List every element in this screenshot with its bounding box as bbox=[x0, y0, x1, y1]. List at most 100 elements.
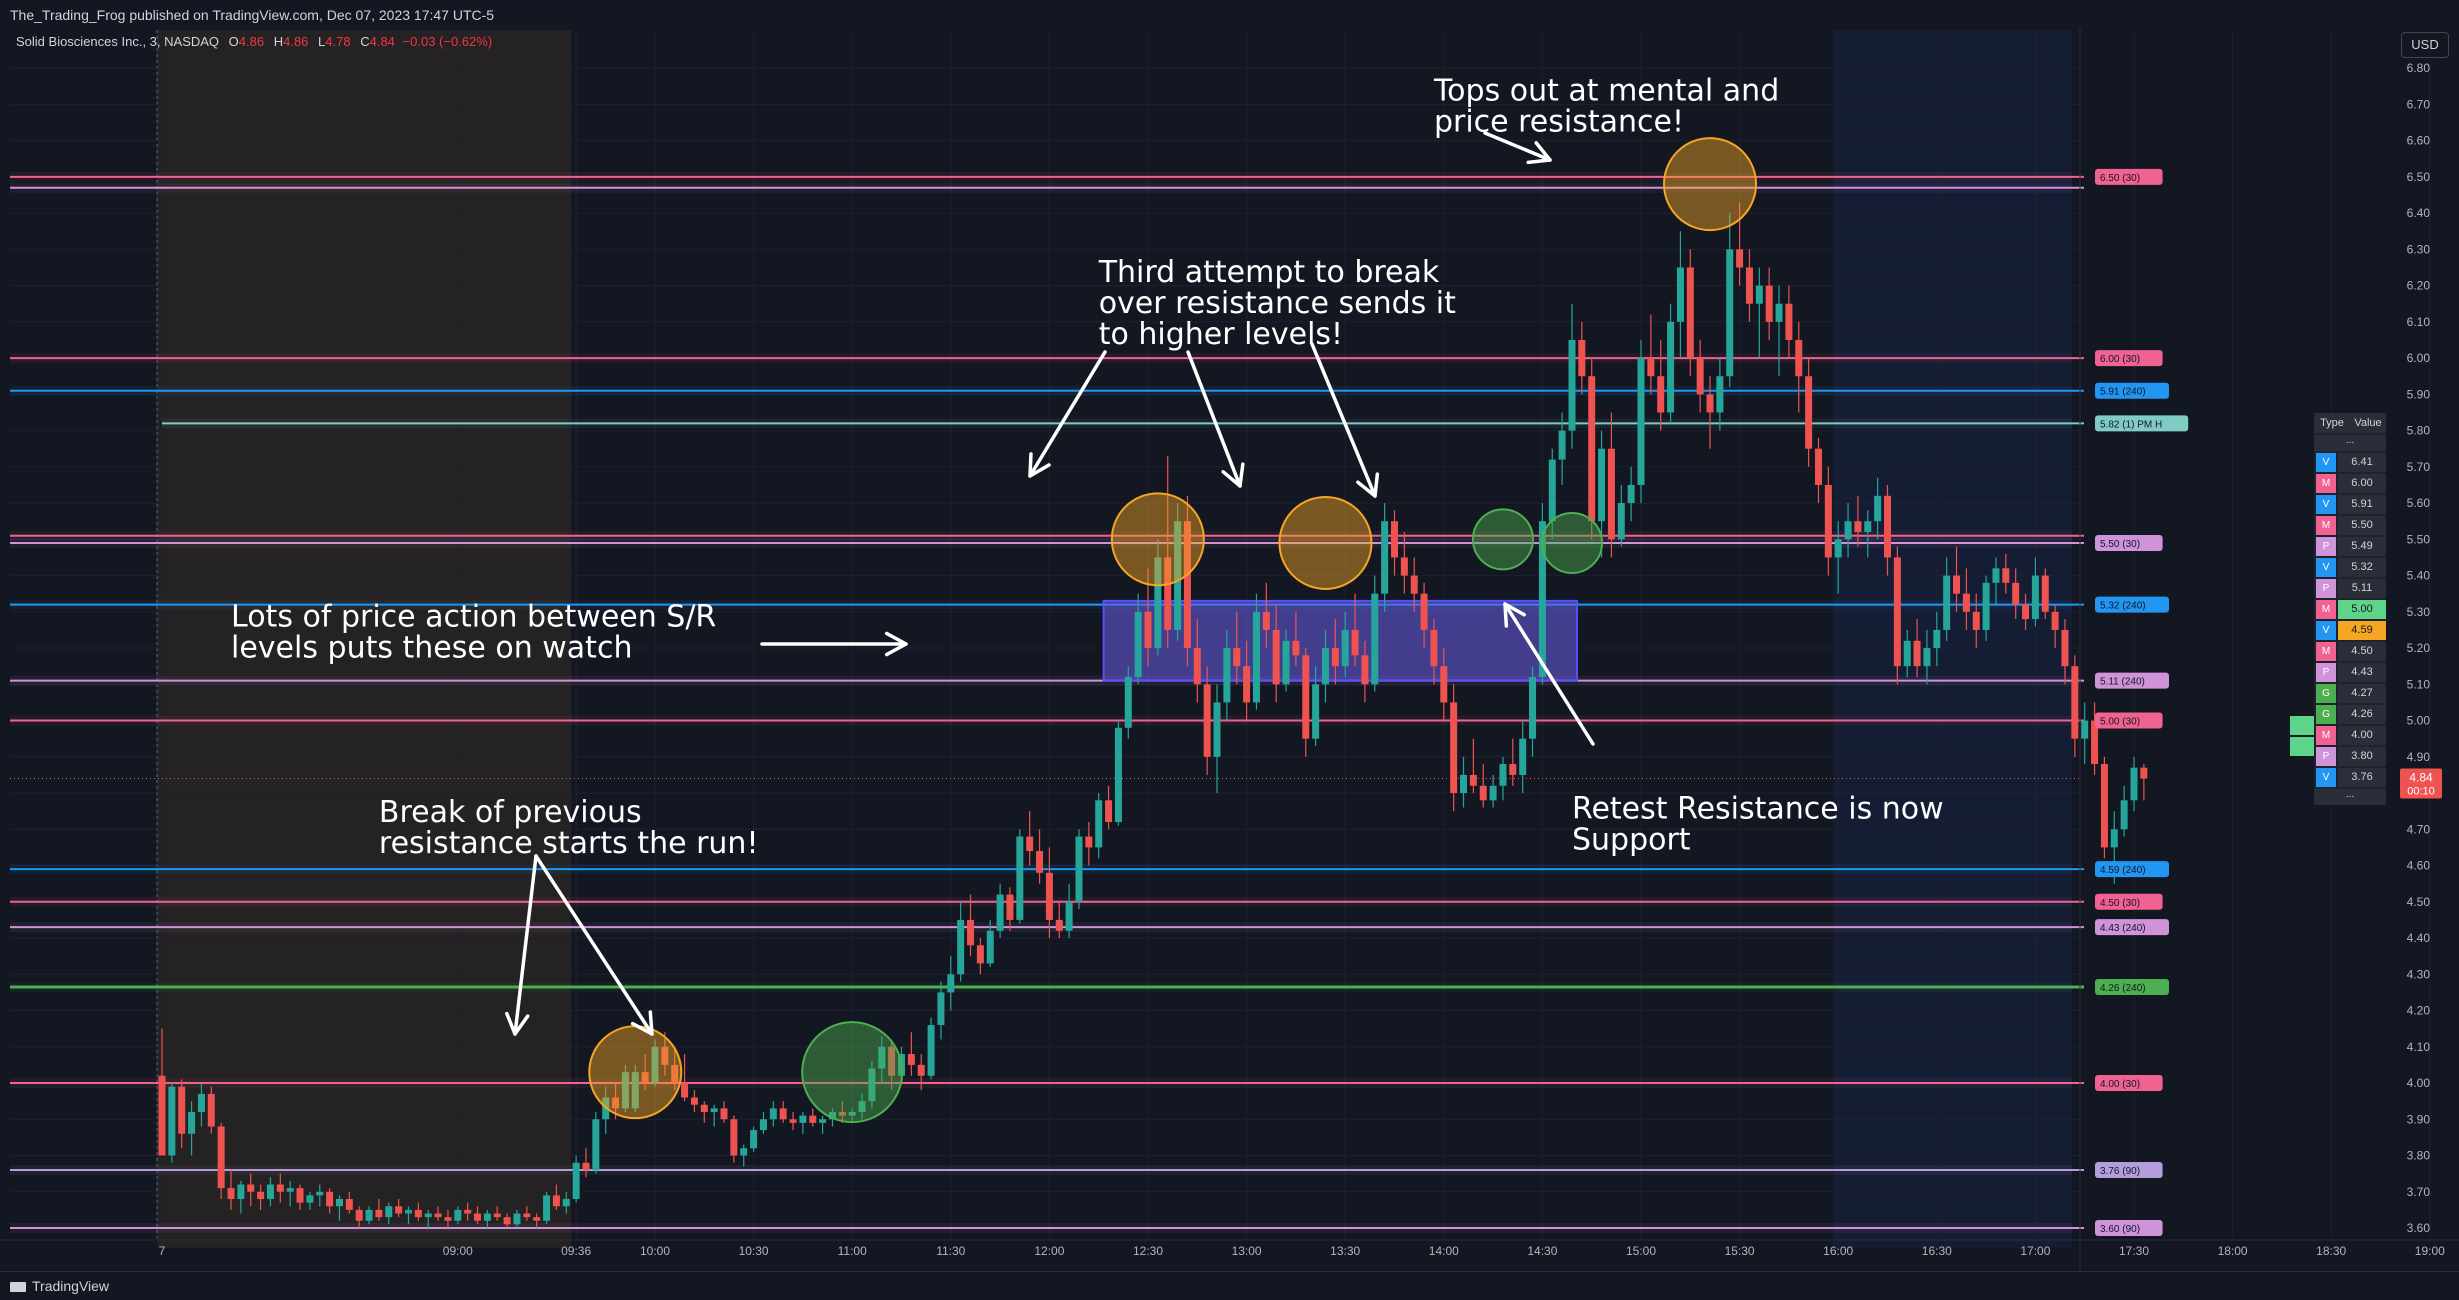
candle-body bbox=[1213, 702, 1221, 757]
arrow-head bbox=[1526, 141, 1552, 165]
candle-body bbox=[2041, 575, 2049, 612]
row-value: 4.43 bbox=[2338, 663, 2386, 682]
candle-body bbox=[1381, 521, 1389, 594]
brand[interactable]: TradingView bbox=[10, 1278, 109, 1294]
annotation-line: Third attempt to break bbox=[1098, 255, 1440, 290]
candle-body bbox=[306, 1195, 314, 1203]
candle-body bbox=[986, 930, 994, 964]
candle-body bbox=[671, 1064, 679, 1084]
candle-body bbox=[1519, 738, 1527, 775]
price-tick-label: 5.10 bbox=[2407, 677, 2431, 691]
candle-body bbox=[1036, 851, 1044, 873]
annotation-line: levels puts these on watch bbox=[231, 630, 632, 665]
level-badge bbox=[2095, 596, 2169, 613]
candle-body bbox=[1085, 836, 1093, 848]
candle-body bbox=[1647, 358, 1655, 377]
candle-body bbox=[2051, 611, 2059, 630]
price-tick-label: 5.80 bbox=[2407, 424, 2431, 438]
candle-body bbox=[2031, 575, 2039, 620]
candle-body bbox=[474, 1213, 482, 1221]
table-row: P 5.11 bbox=[2314, 579, 2386, 598]
highlight-circle bbox=[1471, 508, 1534, 571]
time-tick-label: 13:30 bbox=[1330, 1244, 1360, 1258]
price-axis[interactable]: 6.80 6.70 6.60 6.50 6.40 6.30 6.20 6.10 6.00 5.90… bbox=[2079, 28, 2431, 1271]
time-tick-label: 18:30 bbox=[2316, 1244, 2346, 1258]
table-more-bottom[interactable]: ... bbox=[2314, 789, 2386, 805]
green-marker bbox=[2290, 716, 2314, 735]
candle-body bbox=[927, 1025, 935, 1076]
high-label: H bbox=[273, 34, 284, 49]
arrow-head bbox=[884, 631, 908, 657]
currency-button[interactable]: USD bbox=[2401, 32, 2449, 58]
table-row: V 5.32 bbox=[2314, 558, 2386, 577]
candle-body bbox=[375, 1209, 383, 1218]
price-tick-label: 5.20 bbox=[2407, 641, 2431, 655]
level-badge-label: 3.60 (90) bbox=[2100, 1224, 2140, 1235]
level-badge bbox=[2095, 861, 2169, 878]
price-tick-label: 6.00 bbox=[2407, 351, 2431, 365]
candle-body bbox=[1243, 666, 1251, 703]
candle-body bbox=[1509, 764, 1517, 775]
candle-body bbox=[1874, 495, 1882, 522]
highlight-circles bbox=[588, 137, 1758, 1124]
annotation-line: Lots of price action between S/R bbox=[231, 599, 716, 634]
annotation-text: Retest Resistance is now Support bbox=[1572, 791, 1944, 857]
table-row: P 5.49 bbox=[2314, 537, 2386, 556]
candle-body bbox=[464, 1209, 472, 1214]
candle-body bbox=[1795, 339, 1803, 377]
arrow-shaft bbox=[534, 854, 654, 1036]
time-tick-label: 15:00 bbox=[1626, 1244, 1656, 1258]
candle-body bbox=[2091, 720, 2099, 765]
publisher-line: The_Trading_Frog published on TradingVie… bbox=[10, 7, 495, 23]
table-more-top[interactable]: ... bbox=[2314, 435, 2386, 451]
price-tick-label: 4.90 bbox=[2407, 750, 2431, 764]
candle-body bbox=[1026, 836, 1034, 852]
price-tick-label: 6.70 bbox=[2407, 97, 2431, 111]
candle-body bbox=[1469, 774, 1477, 786]
candle-body bbox=[967, 919, 975, 946]
current-price-badge bbox=[2400, 768, 2442, 799]
time-tick-label: 09:00 bbox=[443, 1244, 473, 1258]
candle-body bbox=[237, 1184, 245, 1200]
time-axis[interactable]: 15:03709:0009:3610:0010:3011:0011:3012:0… bbox=[0, 1239, 2459, 1258]
level-badge bbox=[2095, 893, 2163, 910]
table-header-type: Type bbox=[2320, 417, 2344, 429]
candle-body bbox=[1292, 640, 1300, 656]
candle-body bbox=[2110, 829, 2118, 848]
candle-body bbox=[523, 1213, 531, 1218]
candle-body bbox=[1252, 611, 1260, 703]
candle-body bbox=[838, 1112, 846, 1116]
table-row: M 4.50 bbox=[2314, 642, 2386, 661]
candle-body bbox=[1272, 629, 1280, 685]
candle-body bbox=[1302, 655, 1310, 739]
annotation-line: to higher levels! bbox=[1099, 317, 1343, 352]
candlestick-chart[interactable]: Tops out at mental and price resistance!T… bbox=[0, 28, 2459, 1271]
candle-body bbox=[1903, 640, 1911, 667]
candle-body bbox=[405, 1209, 412, 1214]
candle-body bbox=[769, 1108, 777, 1120]
annotations: Tops out at mental and price resistance!T… bbox=[231, 74, 1944, 861]
candle-body bbox=[1055, 919, 1063, 931]
level-badge bbox=[2095, 415, 2189, 432]
candle-body bbox=[1183, 521, 1191, 649]
candle-body bbox=[1016, 836, 1024, 920]
table-row: M 6.00 bbox=[2314, 474, 2386, 493]
highlight-circle bbox=[1540, 511, 1603, 574]
candle-body bbox=[1174, 521, 1182, 630]
candle-body bbox=[1548, 459, 1556, 522]
level-badge-label: 3.76 (90) bbox=[2100, 1166, 2140, 1177]
arrow-shaft bbox=[513, 854, 538, 1036]
time-tick-label: 16:30 bbox=[1922, 1244, 1952, 1258]
candle-body bbox=[326, 1191, 334, 1207]
tradingview-logo-icon bbox=[10, 1282, 26, 1293]
level-badge bbox=[2095, 168, 2163, 185]
current-price-label: 4.84 bbox=[2409, 771, 2433, 785]
candle-body bbox=[1341, 629, 1349, 667]
level-badge-label: 5.32 (240) bbox=[2100, 601, 2146, 612]
candle-body bbox=[720, 1108, 728, 1120]
price-tick-label: 3.60 bbox=[2407, 1221, 2431, 1235]
candle-body bbox=[1262, 611, 1270, 630]
level-badge-label: 4.50 (30) bbox=[2100, 898, 2140, 909]
row-type: V bbox=[2316, 768, 2336, 787]
candle-body bbox=[444, 1217, 452, 1221]
